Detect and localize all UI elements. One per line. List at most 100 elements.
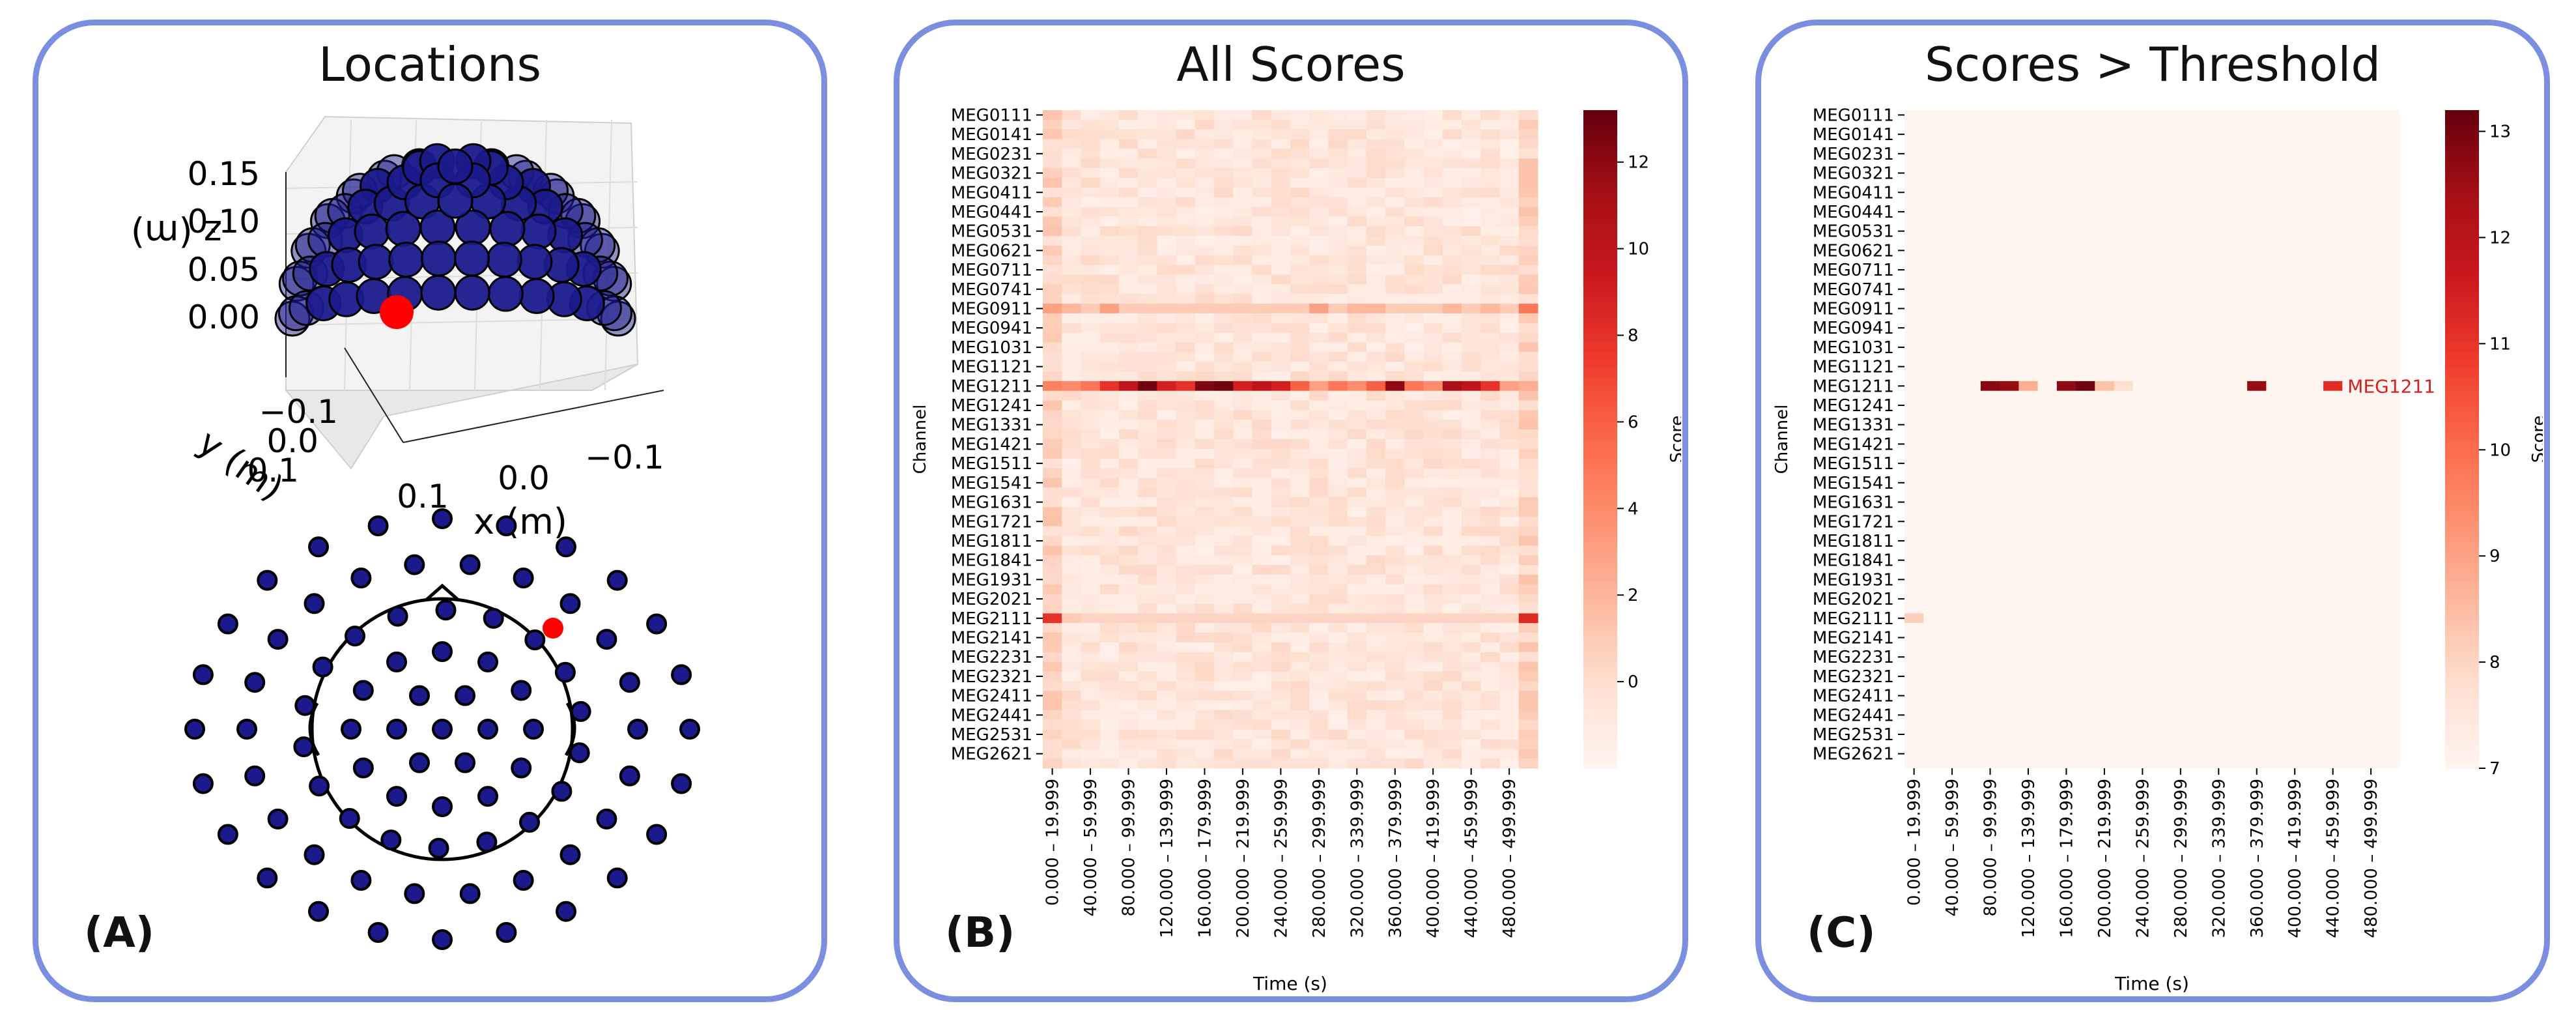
heatmap-cell <box>1290 661 1310 672</box>
heatmap-cell <box>1081 255 1101 266</box>
sensor-dot <box>551 781 573 802</box>
heatmap-cell <box>2095 594 2115 605</box>
heatmap-cell <box>1480 584 1501 595</box>
heatmap-cell <box>2247 613 2267 624</box>
heatmap-cell <box>2152 119 2172 130</box>
heatmap-cell <box>1233 623 1253 633</box>
heatmap-cell <box>1138 448 1157 459</box>
heatmap-cell <box>1214 681 1234 691</box>
heatmap-cell <box>1043 545 1062 556</box>
heatmap-cell <box>1499 555 1520 566</box>
colorbar-segment <box>1583 176 1617 182</box>
heatmap-cell <box>1043 613 1062 624</box>
heatmap-cell <box>2266 284 2286 295</box>
heatmap-cell <box>1404 139 1424 150</box>
heatmap-cell <box>1961 633 1981 643</box>
heatmap-cell <box>1252 623 1272 633</box>
heatmap-cell <box>1423 371 1443 382</box>
heatmap-cell <box>1043 623 1062 633</box>
heatmap-cell <box>1062 623 1082 633</box>
heatmap-cell <box>2056 420 2076 430</box>
heatmap-cell <box>1233 390 1253 401</box>
heatmap-cell <box>1480 506 1501 517</box>
heatmap-cell <box>1328 691 1348 701</box>
heatmap-cell <box>1271 661 1291 672</box>
heatmap-cell <box>1423 168 1443 179</box>
heatmap-cell <box>2076 584 2095 595</box>
heatmap-cell <box>2095 719 2115 730</box>
heatmap-cell <box>1518 236 1538 246</box>
heatmap-cell <box>2152 265 2172 276</box>
heatmap-cell <box>2095 400 2115 411</box>
heatmap-cell <box>1081 304 1101 314</box>
heatmap-cell <box>2056 294 2076 304</box>
heatmap-cell <box>2342 506 2362 517</box>
heatmap-cell <box>1157 729 1177 740</box>
heatmap-cell <box>2342 739 2362 749</box>
heatmap-cell <box>1081 177 1101 188</box>
colorbar-segment <box>2445 225 2479 231</box>
heatmap-cell <box>1462 400 1481 411</box>
heatmap-cell <box>2228 139 2248 150</box>
colorbar-segment <box>2445 433 2479 440</box>
heatmap-cell <box>2095 739 2115 749</box>
heatmap-cell <box>2266 332 2286 343</box>
sensor-dot <box>217 824 238 845</box>
sensor-dot <box>304 593 325 614</box>
heatmap-cell <box>1195 139 1215 150</box>
heatmap-cell <box>2266 565 2286 575</box>
heatmap-cell <box>1309 342 1329 353</box>
heatmap-cell <box>2114 574 2134 585</box>
heatmap-cell <box>1923 284 1944 295</box>
heatmap-cell <box>2342 652 2362 663</box>
heatmap-cell <box>2056 149 2076 159</box>
heatmap-cell <box>1252 342 1272 353</box>
heatmap-cell <box>2056 177 2076 188</box>
heatmap-cell <box>1385 749 1405 759</box>
heatmap-cell <box>1062 468 1082 479</box>
heatmap-cell <box>1518 313 1538 324</box>
heatmap-cell <box>1961 439 1981 450</box>
heatmap-cell <box>1271 149 1291 159</box>
heatmap-cell <box>2228 129 2248 140</box>
heatmap-cell <box>1518 526 1538 537</box>
heatmap-cell <box>2361 468 2381 479</box>
heatmap-cell <box>1157 719 1177 730</box>
heatmap-cell <box>1480 594 1501 605</box>
heatmap-cell <box>2076 304 2095 314</box>
sensor-dot <box>354 213 390 250</box>
heatmap-cell <box>2056 323 2076 334</box>
heatmap-cell <box>1499 226 1520 237</box>
heatmap-cell <box>1366 633 1386 643</box>
heatmap-cell <box>2342 197 2362 208</box>
y-tick-label: MEG2531 <box>951 725 1032 745</box>
heatmap-cell <box>1423 719 1443 730</box>
sensor-dot <box>454 274 490 311</box>
heatmap-cell <box>2209 594 2229 605</box>
heatmap-cell <box>1942 613 1962 624</box>
heatmap-cell <box>1499 439 1520 450</box>
heatmap-cell <box>2247 381 2267 392</box>
y-tick-label: MEG2621 <box>1813 745 1894 764</box>
heatmap-cell <box>2132 526 2153 537</box>
heatmap-cell <box>1462 236 1481 246</box>
heatmap-cell <box>1290 381 1310 392</box>
heatmap-cell <box>2095 565 2115 575</box>
heatmap-cell <box>1043 719 1062 730</box>
colorbar-label: Score <box>2529 416 2543 463</box>
heatmap-cell <box>2018 497 2039 508</box>
heatmap-cell <box>1138 661 1157 672</box>
heatmap-cell <box>2114 119 2134 130</box>
heatmap-cell <box>1099 749 1120 759</box>
heatmap-cell <box>1118 468 1139 479</box>
heatmap-cell <box>2056 439 2076 450</box>
heatmap-cell <box>2018 633 2039 643</box>
heatmap-cell <box>1462 700 1481 711</box>
heatmap-cell <box>1980 158 2000 169</box>
heatmap-cell <box>1099 710 1120 721</box>
heatmap-cell <box>1081 719 1101 730</box>
heatmap-cell <box>1195 177 1215 188</box>
heatmap-cell <box>1480 381 1501 392</box>
heatmap-cell <box>1271 458 1291 469</box>
heatmap-cell <box>1904 468 1924 479</box>
